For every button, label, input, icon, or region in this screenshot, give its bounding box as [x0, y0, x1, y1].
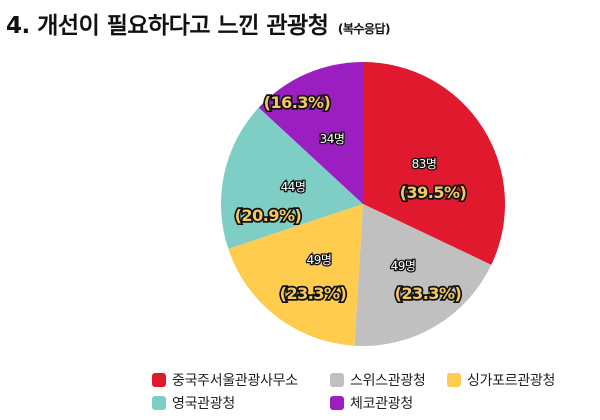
legend-swatch-czech — [330, 396, 344, 410]
chart-title-sub: (복수응답) — [337, 22, 391, 36]
pie-slice-2 — [228, 204, 363, 346]
legend-item-china: 중국주서울관광사무소 — [152, 370, 298, 390]
pie-slice-1 — [354, 204, 492, 347]
legend-swatch-china — [152, 373, 166, 387]
slice-label-pct-2: (23.3%) — [280, 284, 347, 303]
legend-item-singapore: 싱가포르관광청 — [447, 370, 555, 390]
pie-slices — [221, 62, 506, 347]
legend-item-czech: 체코관광청 — [330, 393, 413, 413]
slice-label-count-2: 49명 — [307, 253, 332, 267]
slice-label-pct-4: (16.3%) — [264, 93, 331, 112]
legend-label-switzerland: 스위스관광청 — [350, 373, 426, 389]
legend-label-uk: 영국관광청 — [172, 396, 235, 412]
slice-label-count-4: 34명 — [320, 132, 345, 146]
pie-slice-0 — [363, 62, 506, 265]
slice-label-pct-0: (39.5%) — [400, 183, 467, 202]
chart-title: 4. 개선이 필요하다고 느낀 관광청 (복수응답) — [6, 6, 391, 40]
legend-label-czech: 체코관광청 — [350, 396, 413, 412]
pie-labels: 83명 (39.5%) 49명 (23.3%) 49명 (23.3%) 44명 … — [233, 91, 469, 304]
legend-swatch-uk — [152, 396, 166, 410]
legend-item-uk: 영국관광청 — [152, 393, 235, 413]
legend-label-china: 중국주서울관광사무소 — [172, 373, 298, 389]
slice-label-count-0: 83명 — [412, 157, 437, 171]
legend-item-switzerland: 스위스관광청 — [330, 370, 426, 390]
pie-slice-4 — [258, 62, 363, 204]
slice-label-pct-1: (23.3%) — [395, 284, 462, 303]
legend-swatch-switzerland — [330, 373, 344, 387]
slice-label-count-1: 49명 — [391, 259, 416, 273]
legend-label-singapore: 싱가포르관광청 — [467, 373, 556, 389]
slice-label-pct-3: (20.9%) — [235, 206, 302, 225]
slice-label-count-3: 44명 — [281, 180, 306, 194]
pie-slice-3 — [221, 107, 363, 249]
legend-swatch-singapore — [447, 373, 461, 387]
chart-title-main: 4. 개선이 필요하다고 느낀 관광청 — [6, 13, 329, 39]
